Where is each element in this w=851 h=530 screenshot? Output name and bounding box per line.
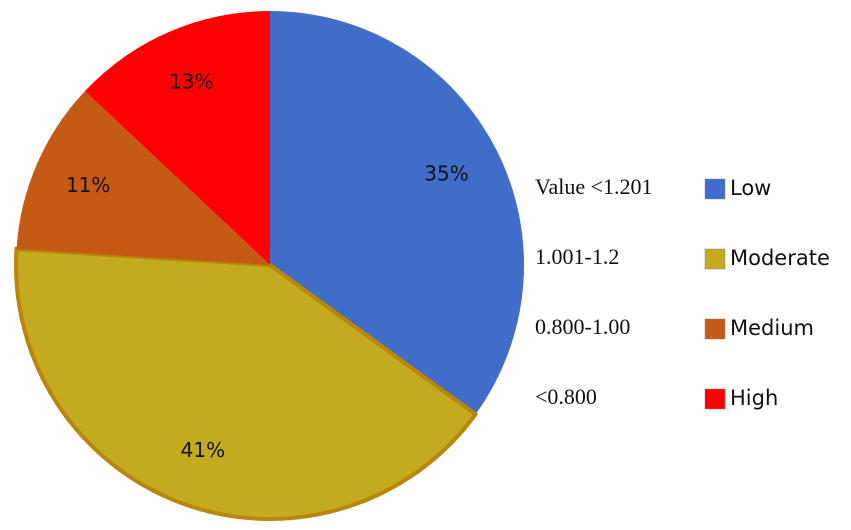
legend-swatch (704, 318, 726, 340)
range-label: <0.800 (535, 384, 597, 409)
pie-slice (270, 11, 524, 415)
data-label: 11% (66, 173, 110, 197)
range-label: 0.800-1.00 (535, 314, 630, 339)
pie-slice (14, 246, 479, 521)
legend-swatch (704, 388, 726, 410)
data-label: 41% (181, 438, 225, 462)
range-label: 1.001-1.2 (535, 244, 619, 269)
legend-label: Low (730, 176, 771, 200)
legend-label: Medium (730, 316, 814, 340)
pie-slice (84, 11, 270, 265)
legend-swatch (704, 178, 726, 200)
legend-label: High (730, 386, 778, 410)
legend-swatch (704, 248, 726, 270)
data-label: 13% (169, 70, 213, 94)
data-label: 35% (424, 162, 468, 186)
range-label: Value <1.201 (535, 174, 653, 199)
pie-slice (16, 91, 271, 266)
legend-label: Moderate (730, 246, 830, 270)
